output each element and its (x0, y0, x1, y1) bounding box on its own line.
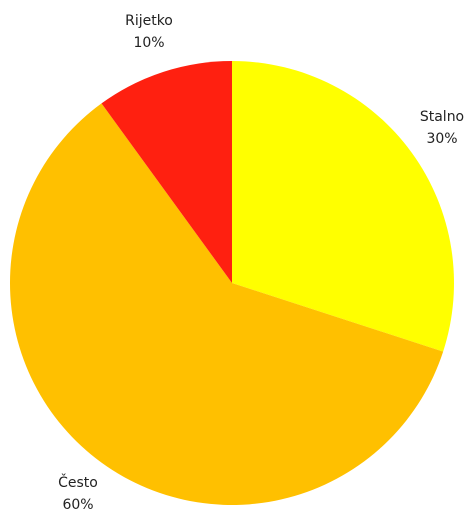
slice-value-rijetko: 10% (133, 35, 164, 51)
pie-slice-cesto (9, 103, 444, 506)
slice-label-cesto: Često (58, 473, 98, 491)
pie-slice-stalno (232, 61, 454, 352)
pie-slice-rijetko (101, 61, 232, 283)
slice-value-cesto: 60% (62, 497, 93, 513)
pie-labels: Stalno 30% Često 60% Rijetko 10% (58, 13, 464, 513)
slice-label-rijetko: Rijetko (125, 13, 173, 29)
slice-label-stalno: Stalno (420, 109, 464, 125)
pie-slices (9, 61, 454, 506)
slice-value-stalno: 30% (426, 131, 457, 147)
